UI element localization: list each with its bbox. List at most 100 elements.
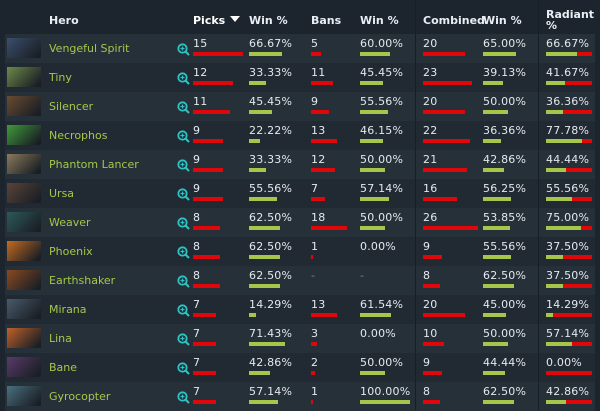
radiant-value: 77.78% bbox=[546, 124, 590, 137]
hero-name-link[interactable]: Tiny bbox=[49, 71, 72, 84]
zoom-in-icon[interactable] bbox=[177, 217, 190, 230]
combined-bar bbox=[423, 110, 465, 114]
hero-name-link[interactable]: Bane bbox=[49, 361, 78, 374]
combined-win-value: 65.00% bbox=[483, 37, 527, 50]
zoom-in-icon[interactable] bbox=[177, 362, 190, 375]
hero-portrait[interactable] bbox=[7, 125, 41, 145]
dire-bar bbox=[566, 168, 592, 172]
combined-value: 10 bbox=[423, 327, 438, 340]
bans-bar bbox=[311, 139, 337, 143]
hero-portrait[interactable] bbox=[7, 212, 41, 232]
picks-value: 11 bbox=[193, 95, 208, 108]
table-row[interactable]: Phantom Lancer 9 33.33% 12 50.00% 21 42.86% 44.… bbox=[5, 150, 595, 179]
column-header-hero[interactable]: Hero bbox=[49, 14, 79, 27]
table-row[interactable]: Weaver 8 62.50% 18 50.00% 26 53.85% 75.00% bbox=[5, 208, 595, 237]
picks-bar bbox=[193, 168, 223, 172]
hero-stats-table: Vengeful Spirit 15 66.67% 5 60.00% 20 65.00% 66… bbox=[5, 34, 595, 411]
hero-name-link[interactable]: Lina bbox=[49, 332, 72, 345]
dire-bar bbox=[572, 342, 592, 346]
hero-name-link[interactable]: Necrophos bbox=[49, 129, 108, 142]
hero-name-link[interactable]: Gyrocopter bbox=[49, 390, 111, 403]
zoom-in-icon[interactable] bbox=[177, 130, 190, 143]
table-row[interactable]: Ursa 9 55.56% 7 57.14% 16 56.25% 55.56% bbox=[5, 179, 595, 208]
table-row[interactable]: Gyrocopter 7 57.14% 1 100.00% 8 62.50% 42.86% bbox=[5, 382, 595, 411]
table-row[interactable]: Phoenix 8 62.50% 1 0.00% 9 55.56% 37.50% bbox=[5, 237, 595, 266]
hero-portrait[interactable] bbox=[7, 328, 41, 348]
hero-portrait[interactable] bbox=[7, 299, 41, 319]
table-row[interactable]: Vengeful Spirit 15 66.67% 5 60.00% 20 65.00% 66… bbox=[5, 34, 595, 63]
combined-value: 16 bbox=[423, 182, 438, 195]
zoom-in-icon[interactable] bbox=[177, 101, 190, 114]
zoom-in-icon[interactable] bbox=[177, 188, 190, 201]
bans-bar bbox=[311, 110, 329, 114]
hero-name-link[interactable]: Weaver bbox=[49, 216, 91, 229]
column-header-picks-win[interactable]: Win % bbox=[249, 14, 288, 27]
zoom-in-icon[interactable] bbox=[177, 391, 190, 404]
zoom-in-icon[interactable] bbox=[177, 43, 190, 56]
column-header-radiant[interactable]: Radiant% bbox=[546, 9, 594, 31]
zoom-in-icon[interactable] bbox=[177, 246, 190, 259]
radiant-bar bbox=[546, 52, 577, 56]
hero-name-link[interactable]: Vengeful Spirit bbox=[49, 42, 130, 55]
picks-bar bbox=[193, 81, 233, 85]
combined-value: 20 bbox=[423, 298, 438, 311]
hero-name-link[interactable]: Mirana bbox=[49, 303, 87, 316]
hero-name-link[interactable]: Earthshaker bbox=[49, 274, 116, 287]
dire-bar bbox=[581, 226, 592, 230]
hero-portrait[interactable] bbox=[7, 183, 41, 203]
hero-portrait[interactable] bbox=[7, 154, 41, 174]
zoom-in-icon[interactable] bbox=[177, 72, 190, 85]
column-header-bans[interactable]: Bans bbox=[311, 14, 342, 27]
table-row[interactable]: Tiny 12 33.33% 11 45.45% 23 39.13% 41.67% bbox=[5, 63, 595, 92]
picks-value: 8 bbox=[193, 211, 201, 224]
zoom-in-icon[interactable] bbox=[177, 275, 190, 288]
combined-win-value: 50.00% bbox=[483, 327, 527, 340]
column-header-combined-win[interactable]: Win % bbox=[483, 14, 522, 27]
column-header-picks[interactable]: Picks bbox=[193, 14, 241, 27]
hero-name-link[interactable]: Silencer bbox=[49, 100, 94, 113]
combined-win-value: 42.86% bbox=[483, 153, 527, 166]
sort-desc-icon bbox=[230, 16, 241, 22]
radiant-value: 14.29% bbox=[546, 298, 590, 311]
radiant-percent-label: % bbox=[546, 19, 558, 32]
picks-bar bbox=[193, 52, 243, 56]
hero-portrait[interactable] bbox=[7, 357, 41, 377]
zoom-in-icon[interactable] bbox=[177, 304, 190, 317]
radiant-bar bbox=[546, 197, 572, 201]
hero-name-link[interactable]: Phantom Lancer bbox=[49, 158, 139, 171]
hero-portrait[interactable] bbox=[7, 241, 41, 261]
dire-bar bbox=[582, 139, 592, 143]
radiant-value: 44.44% bbox=[546, 153, 590, 166]
hero-portrait[interactable] bbox=[7, 67, 41, 87]
zoom-in-icon[interactable] bbox=[177, 159, 190, 172]
hero-portrait[interactable] bbox=[7, 386, 41, 406]
table-row[interactable]: Bane 7 42.86% 2 50.00% 9 44.44% 0.00% bbox=[5, 353, 595, 382]
table-row[interactable]: Mirana 7 14.29% 13 61.54% 20 45.00% 14.29% bbox=[5, 295, 595, 324]
picks-win-bar bbox=[249, 81, 266, 85]
column-header-bans-win[interactable]: Win % bbox=[360, 14, 399, 27]
hero-portrait[interactable] bbox=[7, 38, 41, 58]
hero-name-link[interactable]: Ursa bbox=[49, 187, 75, 200]
bans-bar bbox=[311, 400, 313, 404]
bans-bar bbox=[311, 197, 325, 201]
picks-bar bbox=[193, 226, 220, 230]
picks-win-value: 62.50% bbox=[249, 269, 293, 282]
combined-value: 22 bbox=[423, 124, 438, 137]
combined-win-bar bbox=[483, 371, 505, 375]
hero-name-link[interactable]: Phoenix bbox=[49, 245, 93, 258]
table-row[interactable]: Earthshaker 8 62.50% - - 8 62.50% 37.50% bbox=[5, 266, 595, 295]
column-header-combined[interactable]: Combined bbox=[423, 14, 485, 27]
radiant-bar bbox=[546, 255, 563, 259]
hero-portrait[interactable] bbox=[7, 96, 41, 116]
table-row[interactable]: Silencer 11 45.45% 9 55.56% 20 50.00% 36.36% bbox=[5, 92, 595, 121]
zoom-in-icon[interactable] bbox=[177, 333, 190, 346]
table-row[interactable]: Lina 7 71.43% 3 0.00% 10 50.00% 57.14% bbox=[5, 324, 595, 353]
hero-portrait[interactable] bbox=[7, 270, 41, 290]
picks-value: 9 bbox=[193, 124, 201, 137]
bans-value: 5 bbox=[311, 37, 319, 50]
picks-win-bar bbox=[249, 371, 270, 375]
bans-win-value: 50.00% bbox=[360, 211, 404, 224]
picks-win-value: 33.33% bbox=[249, 66, 293, 79]
radiant-bar bbox=[546, 81, 565, 85]
table-row[interactable]: Necrophos 9 22.22% 13 46.15% 22 36.36% 77.78% bbox=[5, 121, 595, 150]
